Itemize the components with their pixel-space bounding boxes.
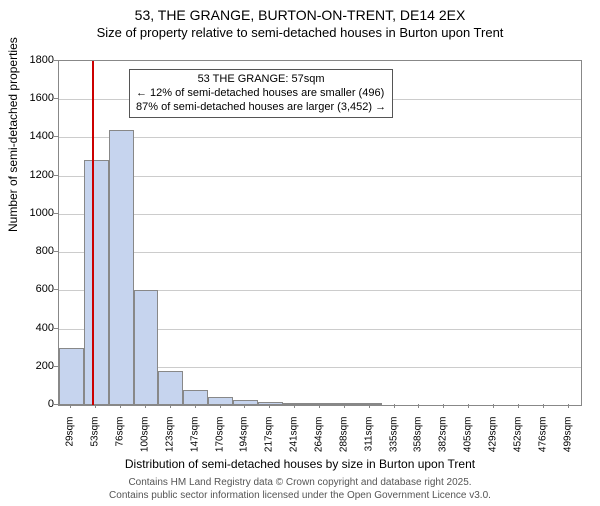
histogram-bar: [183, 390, 208, 405]
footer-attribution: Contains HM Land Registry data © Crown c…: [0, 476, 600, 502]
x-tick-mark: [95, 404, 96, 408]
footer-line2: Contains public sector information licen…: [0, 489, 600, 502]
y-tick-mark: [54, 328, 58, 329]
histogram-bar: [109, 130, 134, 405]
x-tick-mark: [418, 404, 419, 408]
x-tick-mark: [220, 404, 221, 408]
y-tick-mark: [54, 251, 58, 252]
annotation-box: 53 THE GRANGE: 57sqm← 12% of semi-detach…: [129, 69, 393, 118]
x-tick-mark: [344, 404, 345, 408]
annotation-larger: 87% of semi-detached houses are larger (…: [136, 101, 386, 115]
x-tick-mark: [319, 404, 320, 408]
y-tick-mark: [54, 136, 58, 137]
histogram-bar: [59, 348, 84, 405]
chart-title-line2: Size of property relative to semi-detach…: [0, 25, 600, 40]
x-tick-mark: [394, 404, 395, 408]
gridline: [59, 137, 581, 138]
property-marker-line: [92, 61, 94, 405]
y-tick-label: 1600: [14, 92, 54, 104]
y-tick-label: 400: [14, 322, 54, 334]
x-tick-mark: [244, 404, 245, 408]
footer-line1: Contains HM Land Registry data © Crown c…: [0, 476, 600, 489]
x-axis-label: Distribution of semi-detached houses by …: [0, 457, 600, 471]
histogram-bar: [134, 290, 159, 405]
y-tick-label: 1400: [14, 130, 54, 142]
plot-area: 53 THE GRANGE: 57sqm← 12% of semi-detach…: [58, 60, 582, 406]
x-tick-mark: [170, 404, 171, 408]
x-tick-mark: [543, 404, 544, 408]
y-tick-mark: [54, 175, 58, 176]
y-tick-label: 1800: [14, 54, 54, 66]
chart-title-line1: 53, THE GRANGE, BURTON-ON-TRENT, DE14 2E…: [0, 6, 600, 24]
y-tick-mark: [54, 404, 58, 405]
y-tick-label: 600: [14, 283, 54, 295]
histogram-bar: [357, 403, 382, 405]
y-tick-label: 200: [14, 360, 54, 372]
x-tick-mark: [145, 404, 146, 408]
x-tick-mark: [493, 404, 494, 408]
gridline: [59, 214, 581, 215]
histogram-bar: [158, 371, 183, 405]
x-tick-mark: [269, 404, 270, 408]
gridline: [59, 176, 581, 177]
y-tick-label: 800: [14, 245, 54, 257]
gridline: [59, 252, 581, 253]
y-tick-label: 0: [14, 398, 54, 410]
y-tick-mark: [54, 366, 58, 367]
x-tick-mark: [369, 404, 370, 408]
y-tick-label: 1200: [14, 169, 54, 181]
annotation-smaller: ← 12% of semi-detached houses are smalle…: [136, 87, 386, 101]
x-tick-mark: [120, 404, 121, 408]
histogram-bar: [233, 400, 258, 405]
chart-container: 53, THE GRANGE, BURTON-ON-TRENT, DE14 2E…: [0, 6, 600, 506]
y-tick-mark: [54, 60, 58, 61]
histogram-bar: [332, 403, 357, 405]
y-tick-mark: [54, 213, 58, 214]
x-tick-mark: [518, 404, 519, 408]
y-tick-label: 1000: [14, 207, 54, 219]
y-tick-mark: [54, 289, 58, 290]
histogram-bar: [208, 397, 233, 405]
annotation-title: 53 THE GRANGE: 57sqm: [136, 73, 386, 87]
x-tick-mark: [195, 404, 196, 408]
y-tick-mark: [54, 98, 58, 99]
histogram-bar: [84, 160, 109, 405]
x-tick-mark: [568, 404, 569, 408]
x-tick-mark: [294, 404, 295, 408]
x-tick-mark: [468, 404, 469, 408]
x-tick-mark: [443, 404, 444, 408]
x-tick-mark: [70, 404, 71, 408]
